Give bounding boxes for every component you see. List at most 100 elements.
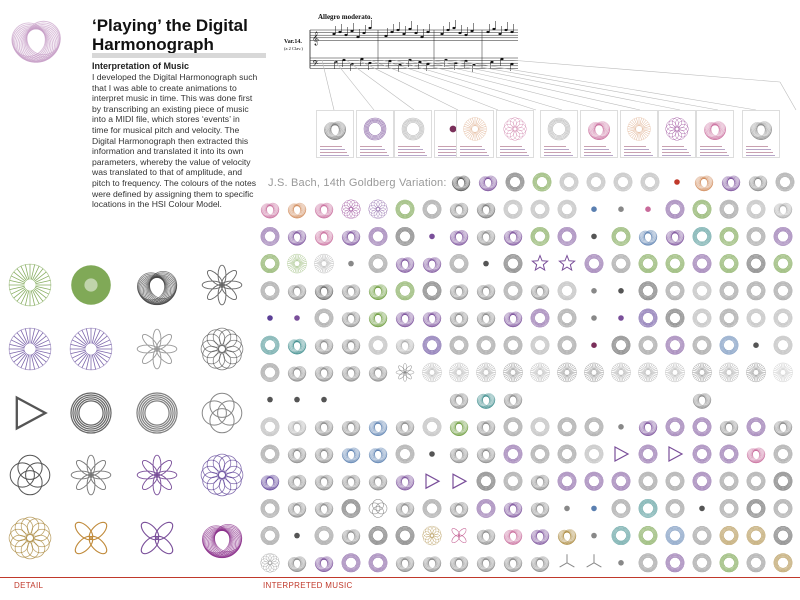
note-thumbnail-icon: [547, 117, 571, 141]
thumbnail-pattern-icon: [547, 117, 571, 141]
music-note-pattern-icon: [638, 230, 658, 246]
score-connector-lines: [321, 60, 797, 111]
note-parameter-lines: [624, 146, 656, 158]
music-note-pattern-icon: [532, 172, 552, 192]
music-note-pattern-icon: [773, 362, 793, 383]
music-note-pattern-icon: [773, 420, 793, 437]
score-variation-label: Var.14.: [284, 39, 302, 45]
thumbnail-pattern-icon: [463, 117, 487, 141]
music-note-pattern-icon: [584, 417, 604, 437]
note-thumbnail-card: [394, 110, 432, 158]
music-note-pattern-icon: [341, 529, 361, 545]
music-note-pattern-icon: [287, 284, 307, 301]
section-heading: Interpretation of Music: [92, 61, 190, 71]
music-note-pattern-icon: [422, 199, 442, 219]
music-note-pattern-icon: [674, 179, 680, 185]
music-note-pattern-icon: [557, 471, 577, 491]
score-tempo: Allegro moderato.: [318, 13, 373, 21]
music-note-pattern-icon: [449, 335, 469, 355]
music-note-pattern-icon: [611, 526, 631, 546]
music-note-pattern-icon: [618, 206, 624, 212]
music-note-pattern-icon: [422, 525, 442, 546]
title-underline-bar: [92, 53, 266, 58]
music-note-pattern-icon: [395, 501, 415, 518]
music-note-pattern-icon: [476, 311, 496, 328]
detail-pattern-icon: [201, 392, 243, 434]
note-thumbnail-icon: [463, 117, 487, 141]
music-note-pattern-icon: [341, 311, 361, 328]
thumbnail-pattern-icon: [750, 121, 773, 141]
detail-pattern-icon: [200, 327, 244, 371]
music-note-pattern-icon: [692, 335, 712, 355]
music-note-pattern-icon: [422, 335, 442, 355]
music-note-pattern-icon: [584, 471, 604, 491]
music-note-pattern-icon: [368, 284, 388, 301]
music-note-pattern-icon: [503, 393, 523, 409]
music-note-pattern-icon: [638, 444, 658, 464]
music-note-pattern-icon: [591, 532, 597, 539]
music-note-pattern-icon: [368, 254, 388, 274]
music-note-pattern-icon: [287, 365, 307, 382]
music-note-pattern-icon: [341, 553, 361, 573]
music-note-pattern-icon: [530, 199, 550, 219]
music-note-pattern-icon: [719, 362, 739, 383]
music-note-pattern-icon: [503, 230, 523, 246]
music-note-pattern-icon: [611, 471, 631, 491]
music-score-excerpt: Allegro moderato. Var.14. (a 2 Clav.) 𝄞 𝄢: [284, 13, 518, 72]
thumbnail-pattern-icon: [627, 117, 651, 141]
music-note-pattern-icon: [692, 226, 712, 246]
music-note-pattern-icon: [586, 554, 602, 568]
music-note-pattern-icon: [260, 202, 280, 219]
music-note-pattern-icon: [638, 281, 658, 301]
music-note-pattern-icon: [395, 420, 415, 437]
music-note-pattern-icon: [422, 281, 442, 301]
music-note-pattern-icon: [314, 556, 334, 572]
music-note-pattern-icon: [267, 315, 273, 321]
music-note-pattern-icon: [719, 254, 739, 274]
music-note-pattern-icon: [638, 553, 658, 573]
music-note-pattern-icon: [260, 226, 280, 246]
footer-music-label: INTERPRETED MUSIC: [263, 581, 353, 590]
music-note-pattern-icon: [746, 526, 766, 546]
note-thumbnail-card: [316, 110, 354, 158]
music-note-pattern-icon: [314, 365, 334, 382]
logo-spiro-icon: [11, 20, 61, 63]
music-note-pattern-icon: [614, 445, 630, 463]
music-note-pattern-icon: [503, 281, 523, 301]
note-thumbnail-card: [356, 110, 394, 158]
music-note-pattern-icon: [591, 233, 597, 240]
music-note-pattern-icon: [314, 474, 334, 491]
music-note-pattern-icon: [503, 311, 523, 328]
note-parameter-lines: [584, 146, 616, 158]
note-parameter-lines: [544, 146, 576, 158]
note-thumbnail-icon: [665, 117, 689, 141]
music-note-pattern-icon: [719, 335, 739, 355]
music-note-pattern-icon: [692, 393, 712, 409]
music-note-pattern-icon: [665, 362, 685, 383]
music-note-pattern-icon: [773, 281, 793, 301]
music-note-pattern-icon: [746, 447, 766, 464]
music-note-pattern-icon: [287, 447, 307, 464]
music-note-pattern-icon: [368, 447, 388, 464]
music-note-pattern-icon: [558, 254, 576, 272]
music-note-pattern-icon: [668, 445, 684, 463]
note-parameter-lines: [700, 146, 732, 158]
thumbnail-pattern-icon: [704, 121, 727, 141]
music-note-pattern-icon: [449, 254, 469, 274]
music-note-pattern-icon: [746, 281, 766, 301]
music-note-pattern-icon: [341, 447, 361, 464]
detail-pattern-icon: [201, 523, 243, 559]
music-note-pattern-icon: [773, 526, 793, 546]
music-note-pattern-icon: [746, 553, 766, 573]
music-note-pattern-icon: [746, 498, 766, 518]
music-note-pattern-icon: [557, 199, 577, 219]
music-note-pattern-icon: [449, 362, 469, 383]
detail-pattern-icon: [8, 516, 52, 560]
music-note-pattern-icon: [260, 254, 280, 274]
music-note-pattern-icon: [422, 257, 442, 273]
music-note-pattern-icon: [692, 199, 712, 219]
music-note-pattern-icon: [395, 444, 415, 464]
detail-pattern-icon: [140, 521, 174, 555]
music-note-pattern-icon: [530, 284, 550, 301]
music-note-pattern-icon: [476, 529, 496, 545]
